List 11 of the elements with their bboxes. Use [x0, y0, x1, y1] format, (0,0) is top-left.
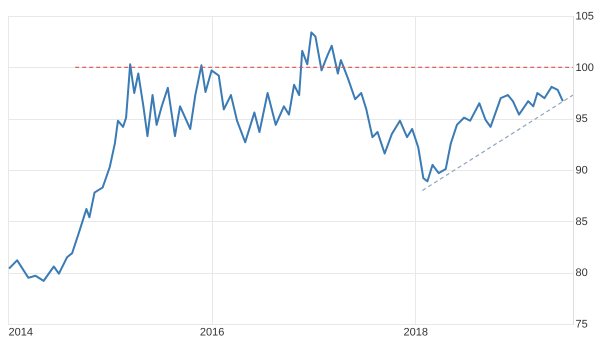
x-tick-label: 2014	[8, 326, 33, 338]
y-tick-label: 85	[576, 216, 588, 228]
y-tick-label: 100	[576, 62, 594, 74]
y-tick-label: 80	[576, 267, 588, 280]
y-tick-label: 105	[576, 10, 594, 22]
y-tick-label: 95	[576, 113, 588, 126]
y-tick-label: 75	[576, 318, 588, 330]
y-tick-label: 90	[576, 164, 588, 176]
x-tick-label: 2016	[200, 326, 224, 338]
x-tick-label: 2018	[403, 326, 428, 338]
line-series	[8, 31, 564, 282]
